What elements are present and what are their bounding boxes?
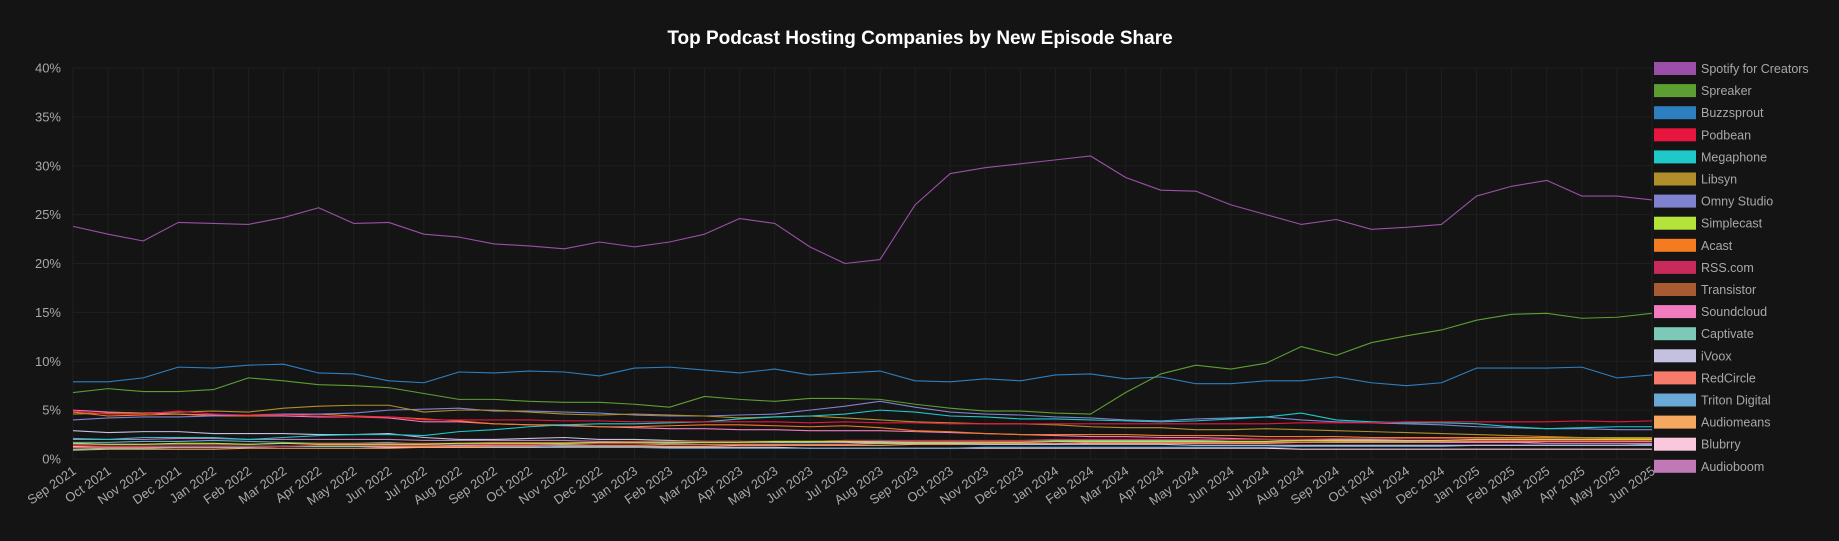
legend-item[interactable]: Audioboom: [1654, 459, 1764, 474]
legend-swatch: [1654, 327, 1696, 341]
series-line-buzzsprout: [73, 363, 1653, 387]
legend-label: Soundcloud: [1701, 305, 1767, 319]
y-tick-label: 10%: [35, 354, 61, 369]
y-tick-label: 20%: [35, 256, 61, 271]
series-line-rss-com: [72, 437, 1652, 447]
legend-item[interactable]: Audiomeans: [1654, 415, 1771, 430]
y-tick-label: 0%: [42, 452, 61, 467]
legend-item[interactable]: Omny Studio: [1654, 194, 1773, 209]
legend-label: Buzzsprout: [1701, 106, 1764, 120]
y-tick-label: 25%: [35, 207, 61, 222]
series-line-audiomeans: [72, 440, 1652, 451]
series-line-simplecast: [72, 438, 1652, 445]
legend-swatch: [1654, 216, 1696, 230]
legend-item[interactable]: Podbean: [1654, 128, 1751, 142]
legend-item[interactable]: RedCircle: [1654, 371, 1756, 385]
legend-label: Blubrry: [1701, 438, 1741, 452]
y-tick-label: 15%: [35, 305, 61, 320]
legend-swatch: [1654, 260, 1696, 274]
legend-item[interactable]: Captivate: [1654, 327, 1754, 341]
legend-item[interactable]: Spreaker: [1654, 84, 1752, 98]
legend-swatch: [1654, 62, 1696, 75]
legend-item[interactable]: Libsyn: [1654, 172, 1737, 187]
y-tick-label: 5%: [42, 403, 61, 418]
legend-label: Spreaker: [1701, 84, 1752, 98]
legend-swatch: [1654, 437, 1696, 451]
legend-swatch: [1654, 415, 1696, 429]
series-line-omny-studio: [72, 400, 1652, 431]
legend-swatch: [1654, 238, 1696, 252]
legend-label: RSS.com: [1701, 261, 1754, 275]
legend-swatch: [1654, 283, 1696, 296]
y-tick-label: 35%: [35, 109, 61, 124]
chart-title: Top Podcast Hosting Companies by New Epi…: [667, 28, 1172, 49]
legend-label: Triton Digital: [1701, 394, 1771, 408]
legend-swatch: [1654, 194, 1696, 208]
legend-label: Audiomeans: [1701, 416, 1771, 430]
legend-swatch: [1654, 150, 1696, 164]
legend-swatch: [1654, 305, 1696, 319]
legend-item[interactable]: Blubrry: [1654, 437, 1741, 452]
legend-swatch: [1654, 393, 1696, 407]
y-axis: 0% 5% 10% 15% 20% 25% 30% 35% 40%: [35, 61, 61, 467]
legend-item[interactable]: RSS.com: [1654, 260, 1754, 275]
series-line-spotify-for-creators: [72, 155, 1653, 265]
legend-label: Megaphone: [1701, 150, 1767, 164]
series-line-spreaker: [72, 312, 1653, 415]
legend-label: Simplecast: [1701, 217, 1763, 231]
legend-item[interactable]: iVoox: [1654, 349, 1732, 363]
legend-item[interactable]: Triton Digital: [1654, 393, 1771, 408]
legend-swatch: [1654, 459, 1696, 473]
legend-label: Captivate: [1701, 327, 1754, 341]
legend-item[interactable]: Soundcloud: [1654, 305, 1767, 319]
legend: Spotify for Creators Spreaker Buzzsprout Po…: [1654, 62, 1809, 474]
series-line-podbean: [72, 410, 1653, 425]
legend-label: Spotify for Creators: [1701, 62, 1809, 76]
legend-item[interactable]: Acast: [1654, 238, 1733, 253]
legend-swatch: [1654, 172, 1696, 186]
legend-item[interactable]: Megaphone: [1654, 150, 1767, 164]
legend-label: Libsyn: [1701, 173, 1737, 187]
legend-swatch: [1654, 84, 1696, 98]
y-tick-label: 30%: [35, 158, 61, 173]
legend-swatch: [1654, 106, 1696, 120]
y-tick-label: 40%: [35, 61, 61, 76]
grid: [72, 67, 1653, 460]
series-line-libsyn: [72, 404, 1652, 439]
legend-label: Podbean: [1701, 128, 1751, 142]
legend-label: Audioboom: [1701, 460, 1764, 474]
legend-item[interactable]: Buzzsprout: [1654, 106, 1764, 120]
series-lines: [72, 155, 1653, 451]
legend-item[interactable]: Simplecast: [1654, 216, 1763, 231]
legend-swatch: [1654, 371, 1696, 385]
legend-label: iVoox: [1701, 349, 1732, 363]
legend-swatch: [1654, 349, 1696, 363]
legend-label: Omny Studio: [1701, 195, 1773, 209]
legend-label: Transistor: [1701, 283, 1756, 297]
series-line-acast: [72, 411, 1652, 440]
legend-item[interactable]: Transistor: [1654, 283, 1756, 297]
legend-label: Acast: [1701, 239, 1733, 253]
legend-swatch: [1654, 128, 1696, 142]
legend-item[interactable]: Spotify for Creators: [1654, 62, 1809, 76]
legend-label: RedCircle: [1701, 371, 1756, 385]
